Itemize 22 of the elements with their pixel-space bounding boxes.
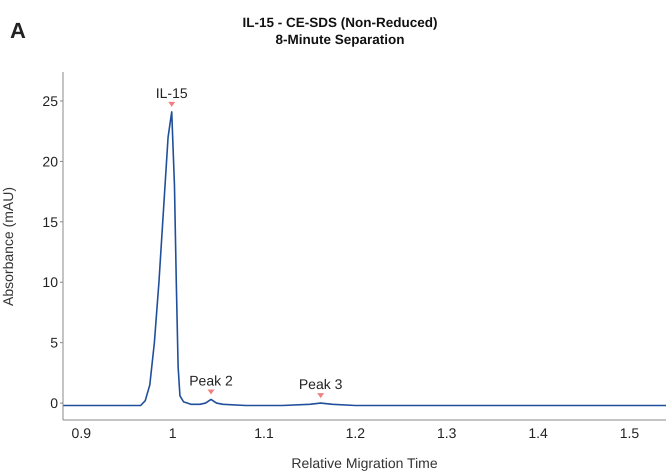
annotation: Peak 3 — [298, 376, 343, 392]
chart-title: IL-15 - CE-SDS (Non-Reduced) — [241, 14, 438, 31]
y-tick-label: 25 — [42, 92, 58, 109]
x-tick-label: 1.5 — [620, 424, 640, 441]
x-tick-label: 1 — [168, 424, 177, 441]
x-tick-label: 1.3 — [436, 424, 457, 441]
chart-subtitle: 8-Minute Separation — [274, 31, 406, 48]
x-tick-label: 1.4 — [528, 424, 548, 441]
annotation: IL-15 — [156, 84, 188, 101]
y-tick-label: 10 — [42, 274, 58, 290]
y-axis-title: Absorbance (mAU) — [0, 186, 16, 306]
y-tick-label: 15 — [42, 214, 58, 230]
line-series — [63, 111, 666, 406]
y-tick-label: 0 — [50, 395, 58, 412]
x-axis-title: Relative Migration Time — [291, 455, 438, 471]
annotation: Peak 2 — [189, 372, 234, 388]
x-tick-label: 1.1 — [254, 424, 274, 441]
x-tick-label: 0.9 — [72, 424, 92, 441]
text: A — [10, 18, 26, 44]
y-tick-label: 20 — [42, 153, 58, 170]
y-tick-label: 5 — [50, 334, 58, 351]
x-tick-label: 1.2 — [346, 424, 366, 441]
